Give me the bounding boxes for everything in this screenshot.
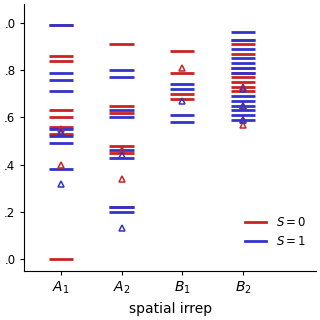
- Legend: $S = 0$, $S = 1$: $S = 0$, $S = 1$: [242, 212, 310, 252]
- X-axis label: spatial irrep: spatial irrep: [129, 302, 212, 316]
